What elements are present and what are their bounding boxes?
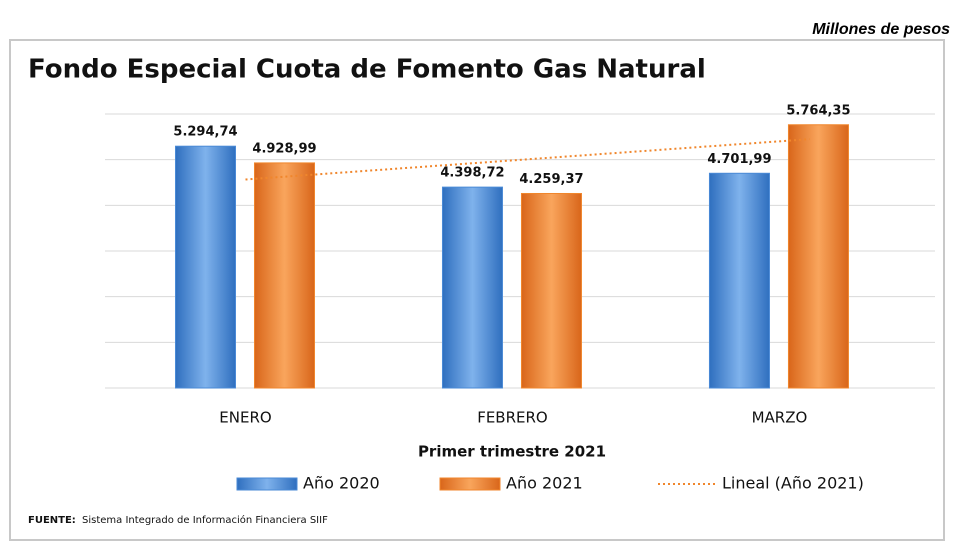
chart-title: Fondo Especial Cuota de Fomento Gas Natu… bbox=[28, 55, 706, 85]
trendline bbox=[245, 138, 810, 181]
source-label: FUENTE: bbox=[28, 515, 76, 526]
legend-label: Año 2020 bbox=[303, 474, 380, 493]
legend-swatch bbox=[236, 477, 298, 491]
data-label: 4.398,72 bbox=[440, 166, 504, 181]
bar bbox=[520, 192, 582, 389]
data-label: 5.764,35 bbox=[786, 103, 850, 118]
bar bbox=[174, 145, 236, 389]
bar bbox=[787, 124, 849, 389]
data-label: 4.259,37 bbox=[519, 172, 583, 187]
legend-swatch bbox=[439, 477, 501, 491]
legend-label: Lineal (Año 2021) bbox=[722, 474, 864, 493]
data-label: 4.928,99 bbox=[252, 141, 316, 156]
source: Sistema Integrado de Información Financi… bbox=[82, 514, 328, 526]
legend-label: Año 2021 bbox=[506, 474, 583, 493]
data-label: 4.701,99 bbox=[707, 152, 771, 167]
x-tick-label: MARZO bbox=[752, 409, 808, 427]
data-label: 5.294,74 bbox=[173, 125, 237, 140]
bar bbox=[441, 186, 503, 389]
bar bbox=[708, 172, 770, 389]
bar bbox=[253, 162, 315, 389]
x-tick-label: ENERO bbox=[219, 409, 271, 427]
unit-note: Millones de pesos bbox=[812, 21, 950, 38]
x-tick-label: FEBRERO bbox=[477, 409, 548, 427]
x-axis-label: Primer trimestre 2021 bbox=[418, 443, 606, 461]
